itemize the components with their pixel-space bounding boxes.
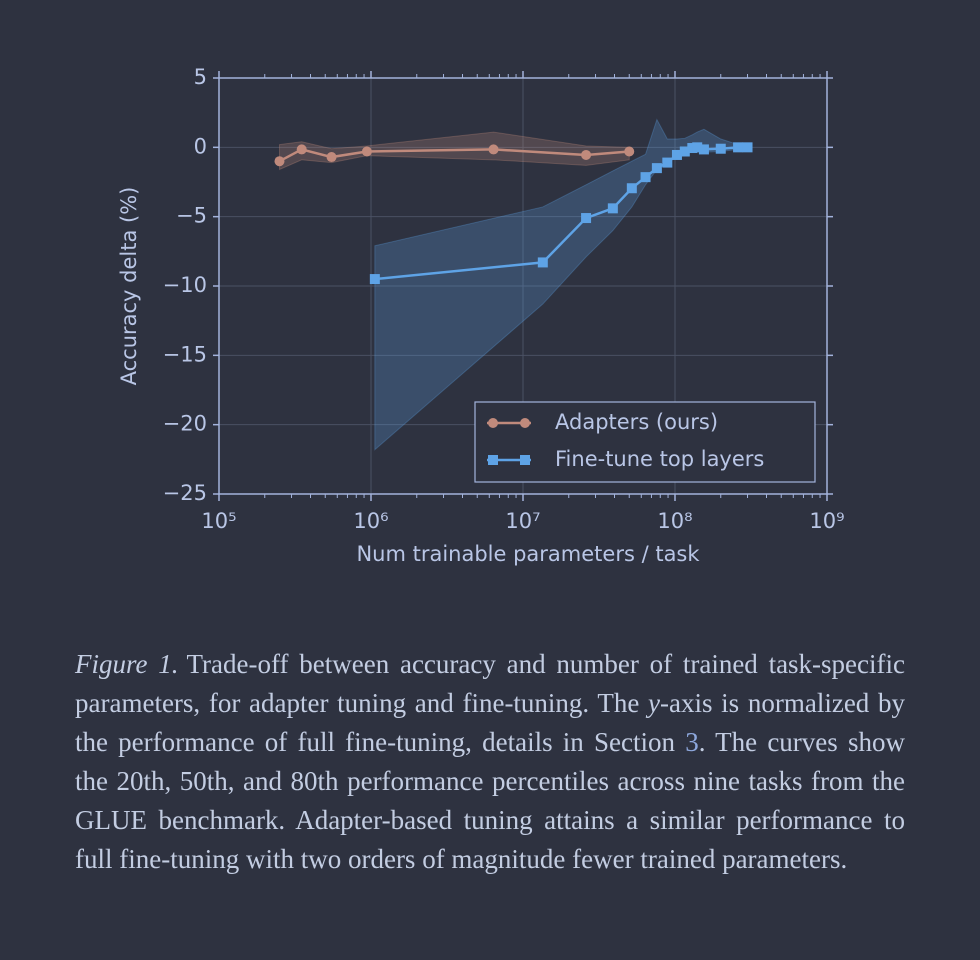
legend-marker: [520, 418, 530, 428]
x-tick-label: 10⁸: [657, 509, 692, 533]
legend-marker: [488, 455, 498, 465]
chart: Num trainable parameters / task Accuracy…: [117, 65, 845, 566]
marker: [662, 157, 673, 168]
marker: [581, 149, 592, 160]
marker: [488, 144, 499, 155]
marker: [651, 163, 662, 174]
x-tick-label: 10⁷: [505, 509, 540, 533]
caption-text: -axis is normalized by the performance o…: [75, 688, 905, 757]
marker: [742, 142, 753, 153]
marker: [369, 274, 380, 285]
x-tick-label: 10⁶: [353, 509, 388, 533]
x-tick-label: 10⁹: [809, 509, 844, 533]
band: [374, 118, 749, 451]
marker: [361, 146, 372, 157]
marker: [671, 149, 682, 160]
caption-text: Trade-off between accuracy and number of…: [75, 649, 906, 718]
y-tick-label: −10: [163, 273, 207, 297]
marker: [733, 142, 744, 153]
caption-ref: 3: [685, 727, 699, 757]
legend-box: [474, 401, 816, 483]
marker: [537, 257, 548, 268]
marker: [715, 143, 726, 154]
y-tick-label: −5: [176, 204, 207, 228]
y-tick-label: 5: [194, 65, 207, 89]
marker: [274, 156, 285, 167]
y-tick-label: 0: [194, 134, 207, 158]
caption-text: . The curves show the 20th, 50th, and 80…: [75, 727, 905, 874]
marker: [581, 213, 592, 224]
marker: [679, 146, 690, 157]
marker: [640, 172, 651, 183]
x-tick-label: 10⁵: [201, 509, 236, 533]
caption-text: y: [648, 688, 661, 718]
y-tick-label: −15: [163, 342, 207, 366]
marker: [607, 203, 618, 214]
marker: [326, 152, 337, 163]
legend-label: Adapters (ours): [555, 410, 718, 434]
y-tick-label: −20: [163, 412, 207, 436]
legend-label: Fine-tune top layers: [555, 447, 764, 471]
y-tick-label: −25: [163, 481, 207, 505]
marker: [626, 183, 637, 194]
caption-label: Figure 1.: [75, 649, 179, 679]
plot-frame: [218, 77, 828, 495]
legend-marker: [488, 418, 498, 428]
marker: [296, 144, 307, 155]
legend-marker: [520, 455, 530, 465]
marker: [698, 144, 709, 155]
caption: Figure 1. Trade-off between accuracy and …: [75, 645, 905, 879]
marker: [624, 146, 635, 157]
y-axis-label: Accuracy delta (%): [117, 187, 141, 386]
marker: [692, 142, 703, 153]
x-axis-label: Num trainable parameters / task: [356, 542, 700, 566]
